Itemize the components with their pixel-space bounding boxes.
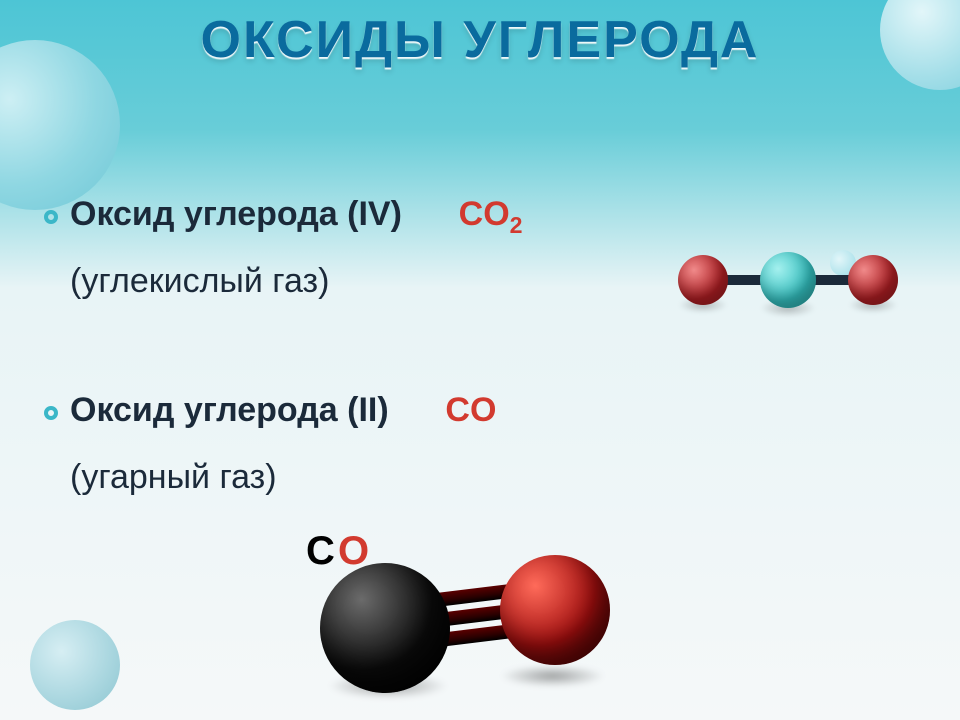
formula: CO2: [459, 195, 523, 233]
oxygen-atom-icon: [500, 555, 610, 665]
oxide-name: Оксид углерода (IV): [70, 195, 402, 233]
oxygen-atom-icon: [848, 255, 898, 305]
page-title: ОКСИДЫ УГЛЕРОДА: [201, 10, 760, 70]
atom-shadow: [500, 665, 605, 687]
list-item: Оксид углерода (II) CO (угарный газ): [70, 391, 920, 497]
decor-bubble: [30, 620, 120, 710]
formula: CO: [445, 391, 496, 429]
bullet-icon: [44, 210, 58, 224]
spacer: [411, 195, 449, 233]
oxide-name: Оксид углерода (II): [70, 391, 389, 429]
spacer: [398, 391, 436, 429]
bullet-icon: [44, 406, 58, 420]
co-molecule-diagram: C O: [300, 535, 660, 705]
title-container: ОКСИДЫ УГЛЕРОДА: [0, 10, 960, 70]
carbon-atom-icon: [320, 563, 450, 693]
atom-label-c: C: [306, 529, 335, 574]
carbon-atom-icon: [760, 252, 816, 308]
formula-base: CO: [459, 195, 510, 233]
slide: ОКСИДЫ УГЛЕРОДА Оксид углерода (IV) CO2 …: [0, 0, 960, 720]
co2-molecule-diagram: [660, 235, 920, 325]
oxygen-atom-icon: [678, 255, 728, 305]
formula-sub: 2: [510, 212, 523, 238]
subtitle: (угарный газ): [70, 458, 920, 497]
